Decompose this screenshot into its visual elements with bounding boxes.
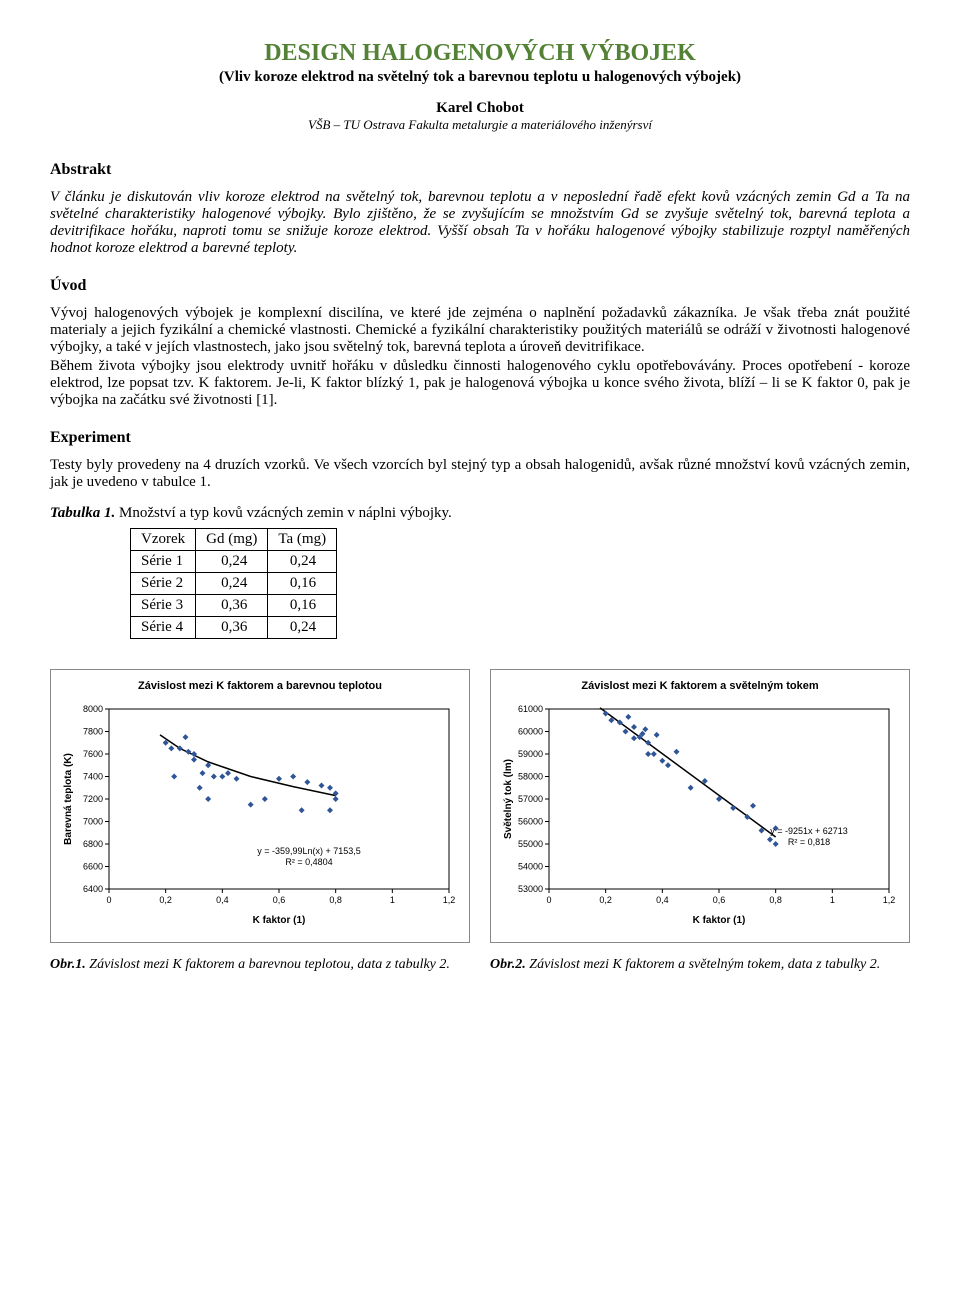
svg-text:60000: 60000 <box>518 727 543 737</box>
svg-text:0: 0 <box>106 895 111 905</box>
table-row: Série 3 0,36 0,16 <box>131 595 337 617</box>
svg-text:7000: 7000 <box>83 817 103 827</box>
table-row: Vzorek Gd (mg) Ta (mg) <box>131 529 337 551</box>
svg-text:0: 0 <box>546 895 551 905</box>
svg-text:0,8: 0,8 <box>329 895 342 905</box>
experiment-paragraph: Testy byly provedeny na 4 druzích vzorků… <box>50 457 910 491</box>
table1: Vzorek Gd (mg) Ta (mg) Série 1 0,24 0,24… <box>130 528 337 639</box>
table-cell: Série 3 <box>131 595 196 617</box>
table-header-cell: Ta (mg) <box>268 529 337 551</box>
svg-text:58000: 58000 <box>518 772 543 782</box>
table-row: Série 4 0,36 0,24 <box>131 617 337 639</box>
svg-text:0,6: 0,6 <box>713 895 726 905</box>
chart2-plot: 53000 54000 55000 56000 57000 58000 59000 60000… <box>499 704 899 929</box>
svg-text:54000: 54000 <box>518 862 543 872</box>
table-row: Série 2 0,24 0,16 <box>131 573 337 595</box>
svg-text:1: 1 <box>390 895 395 905</box>
author-name: Karel Chobot <box>50 100 910 117</box>
svg-text:6400: 6400 <box>83 884 103 894</box>
svg-text:y = -9251x + 62713: y = -9251x + 62713 <box>770 826 848 836</box>
chart1-title: Závislost mezi K faktorem a barevnou tep… <box>59 680 461 692</box>
svg-text:8000: 8000 <box>83 704 103 714</box>
svg-text:Barevná teplota (K): Barevná teplota (K) <box>63 753 74 845</box>
table-cell: 0,16 <box>268 573 337 595</box>
svg-text:R² = 0,4804: R² = 0,4804 <box>285 857 332 867</box>
svg-text:1: 1 <box>830 895 835 905</box>
chart2-container: Závislost mezi K faktorem a světelným to… <box>490 669 910 943</box>
svg-text:53000: 53000 <box>518 884 543 894</box>
page-subtitle: (Vliv koroze elektrod na světelný tok a … <box>50 69 910 86</box>
intro-heading: Úvod <box>50 277 910 295</box>
svg-text:61000: 61000 <box>518 704 543 714</box>
svg-text:0,2: 0,2 <box>159 895 172 905</box>
svg-text:6600: 6600 <box>83 862 103 872</box>
chart1-container: Závislost mezi K faktorem a barevnou tep… <box>50 669 470 943</box>
figure2-caption-lead: Obr.2. <box>490 957 526 972</box>
svg-text:y = -359,99Ln(x) + 7153,5: y = -359,99Ln(x) + 7153,5 <box>257 846 361 856</box>
experiment-heading: Experiment <box>50 429 910 447</box>
table-row: Série 1 0,24 0,24 <box>131 551 337 573</box>
table1-caption-lead: Tabulka 1. <box>50 505 115 521</box>
svg-text:7400: 7400 <box>83 772 103 782</box>
chart1-plot: 6400 6600 6800 7000 7200 7400 7600 7800 8000 0 0,2… <box>59 704 459 929</box>
svg-text:56000: 56000 <box>518 817 543 827</box>
table-cell: 0,16 <box>268 595 337 617</box>
svg-text:0,8: 0,8 <box>769 895 782 905</box>
svg-text:0,6: 0,6 <box>273 895 286 905</box>
figure2-caption: Obr.2. Závislost mezi K faktorem a světe… <box>490 957 910 973</box>
table-cell: Série 1 <box>131 551 196 573</box>
intro-paragraph-1: Vývoj halogenových výbojek je komplexní … <box>50 305 910 356</box>
table1-caption: Tabulka 1. Množství a typ kovů vzácných … <box>50 505 910 522</box>
figure1-caption-rest: Závislost mezi K faktorem a barevnou tep… <box>86 957 450 972</box>
table-header-cell: Gd (mg) <box>196 529 268 551</box>
author-affiliation: VŠB – TU Ostrava Fakulta metalurgie a ma… <box>50 117 910 133</box>
svg-text:Světelný tok (lm): Světelný tok (lm) <box>503 759 514 839</box>
svg-text:57000: 57000 <box>518 794 543 804</box>
svg-text:1,2: 1,2 <box>883 895 896 905</box>
chart2-title: Závislost mezi K faktorem a světelným to… <box>499 680 901 692</box>
svg-text:K faktor (1): K faktor (1) <box>253 915 306 926</box>
svg-text:6800: 6800 <box>83 839 103 849</box>
table-cell: 0,36 <box>196 595 268 617</box>
table-cell: 0,24 <box>196 551 268 573</box>
svg-text:7800: 7800 <box>83 727 103 737</box>
intro-paragraph-2: Během života výbojky jsou elektrody uvni… <box>50 358 910 409</box>
svg-text:0,2: 0,2 <box>599 895 612 905</box>
svg-text:0,4: 0,4 <box>656 895 669 905</box>
figure1-caption: Obr.1. Závislost mezi K faktorem a barev… <box>50 957 470 973</box>
table1-caption-rest: Množství a typ kovů vzácných zemin v náp… <box>115 505 451 521</box>
svg-text:7200: 7200 <box>83 794 103 804</box>
figure1-caption-lead: Obr.1. <box>50 957 86 972</box>
svg-text:1,2: 1,2 <box>443 895 456 905</box>
svg-text:55000: 55000 <box>518 839 543 849</box>
table-cell: 0,36 <box>196 617 268 639</box>
figure2-caption-rest: Závislost mezi K faktorem a světelným to… <box>526 957 880 972</box>
abstract-text: V článku je diskutován vliv koroze elekt… <box>50 189 910 257</box>
abstract-heading: Abstrakt <box>50 161 910 179</box>
table-cell: 0,24 <box>268 551 337 573</box>
svg-text:K faktor (1): K faktor (1) <box>693 915 746 926</box>
table-cell: 0,24 <box>196 573 268 595</box>
svg-text:R² = 0,818: R² = 0,818 <box>788 837 830 847</box>
table-header-cell: Vzorek <box>131 529 196 551</box>
page-title: DESIGN HALOGENOVÝCH VÝBOJEK <box>50 40 910 67</box>
svg-text:0,4: 0,4 <box>216 895 229 905</box>
table-cell: 0,24 <box>268 617 337 639</box>
svg-text:59000: 59000 <box>518 749 543 759</box>
table-cell: Série 2 <box>131 573 196 595</box>
svg-text:7600: 7600 <box>83 749 103 759</box>
table-cell: Série 4 <box>131 617 196 639</box>
